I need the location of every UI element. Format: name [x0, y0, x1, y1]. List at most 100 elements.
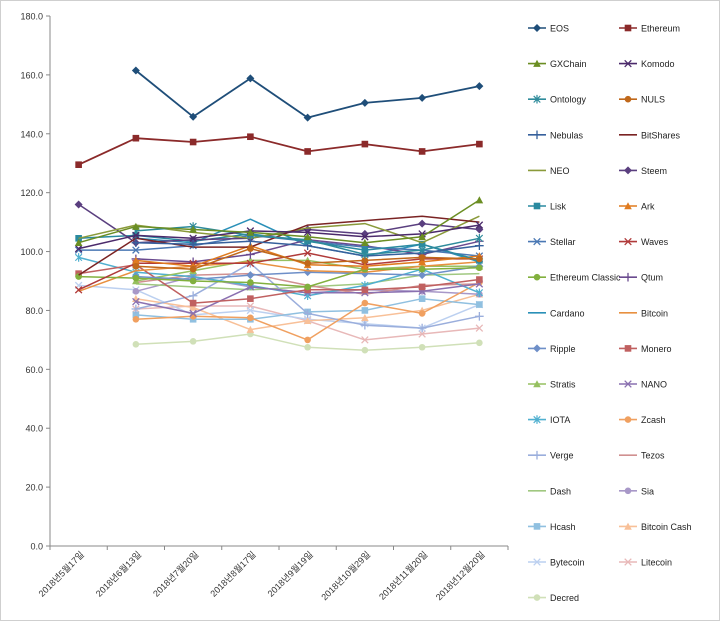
data-point-zcash	[247, 314, 254, 322]
legend-label: Dash	[550, 486, 571, 496]
data-point-bitcoin-cash	[361, 314, 369, 322]
data-point-steem	[74, 200, 83, 209]
legend-marker	[533, 202, 541, 210]
data-point-eos	[418, 93, 427, 102]
legend-item-bitcoin: Bitcoin	[619, 308, 668, 318]
series-line-monero	[78, 264, 480, 304]
data-point-hcash	[476, 301, 483, 308]
legend-item-steem: Steem	[619, 166, 667, 176]
data-point-iota	[475, 288, 484, 298]
legend-label: Tezos	[641, 451, 665, 461]
data-point-bitcoin-cash	[189, 303, 197, 311]
legend-marker	[532, 450, 542, 460]
legend-item-ethereum-classic: Ethereum Classic	[528, 273, 621, 283]
data-point-decred	[418, 343, 426, 351]
legend-marker	[533, 94, 541, 104]
data-point-komodo	[74, 244, 83, 253]
legend-marker	[624, 345, 632, 352]
legend-item-waves: Waves	[619, 237, 669, 247]
data-point-ripple	[418, 271, 427, 280]
data-point-nano	[189, 309, 197, 318]
legend-label: Ark	[641, 202, 655, 212]
data-point-eos	[475, 82, 484, 91]
data-point-komodo	[132, 231, 140, 240]
legend-label: Bytecoin	[550, 558, 585, 568]
data-point-zcash	[418, 310, 426, 317]
legend-label: EOS	[550, 24, 569, 34]
data-point-verge	[131, 304, 141, 314]
data-point-ethereum	[418, 148, 426, 155]
legend-label: Ethereum Classic	[550, 273, 621, 283]
y-tick-label: 40.0	[25, 424, 43, 434]
data-point-eos	[303, 113, 312, 122]
legend-item-nebulas: Nebulas	[528, 130, 584, 140]
legend-item-bitcoin-cash: Bitcoin Cash	[619, 522, 692, 532]
data-point-monero	[418, 283, 426, 291]
series-bitshares	[78, 215, 480, 276]
legend-marker	[623, 272, 633, 282]
legend-marker	[533, 380, 541, 388]
data-point-ontology	[418, 245, 426, 255]
data-point-eos	[360, 98, 369, 107]
data-point-ethereum	[304, 148, 311, 155]
legend-marker	[533, 558, 541, 566]
legend-label: NANO	[641, 380, 667, 390]
data-point-iota	[74, 253, 83, 262]
data-point-ethereum-classic	[418, 265, 426, 273]
legend-item-neo: NEO	[528, 166, 570, 176]
legend-item-nuls: NULS	[619, 95, 665, 105]
legend-label: GXChain	[550, 59, 587, 69]
data-point-verge	[475, 312, 484, 321]
data-point-lisk	[418, 240, 426, 248]
legend-item-bitshares: BitShares	[619, 130, 681, 140]
data-point-ethereum-classic	[75, 273, 82, 280]
legend-item-ethereum: Ethereum	[619, 24, 680, 34]
series-line-komodo	[78, 224, 480, 250]
series-nuls	[132, 245, 483, 273]
data-point-ethereum	[189, 138, 197, 146]
data-point-verge	[360, 320, 370, 330]
legend-marker	[624, 202, 632, 210]
legend-item-stellar: Stellar	[528, 237, 576, 247]
data-point-ethereum	[75, 161, 82, 168]
data-point-gxchain	[475, 196, 484, 204]
legend-label: Komodo	[641, 59, 675, 69]
legend-item-nano: NANO	[619, 380, 667, 390]
y-tick-label: 140.0	[20, 129, 43, 139]
legend-item-komodo: Komodo	[619, 59, 675, 69]
data-point-waves	[246, 259, 255, 268]
data-point-nebulas	[188, 239, 198, 249]
data-point-zcash	[361, 299, 369, 307]
legend-label: Decred	[550, 593, 579, 603]
legend-label: BitShares	[641, 130, 681, 140]
legend-item-ripple: Ripple	[528, 344, 576, 354]
legend-marker	[624, 380, 632, 388]
legend-item-zcash: Zcash	[619, 415, 666, 425]
legend-label: Litecoin	[641, 558, 672, 568]
legend-label: Sia	[641, 486, 654, 496]
data-point-ark	[132, 256, 140, 264]
data-point-eos	[246, 74, 255, 83]
data-point-gxchain	[189, 225, 197, 233]
legend-marker	[533, 523, 541, 530]
data-point-verge	[417, 323, 427, 333]
legend-item-verge: Verge	[528, 451, 574, 461]
legend-item-dash: Dash	[528, 486, 571, 496]
legend-label: Zcash	[641, 415, 666, 425]
legend-marker	[624, 487, 632, 495]
data-point-ontology	[475, 234, 484, 243]
y-tick-label: 60.0	[25, 365, 43, 375]
data-point-eos	[189, 112, 198, 121]
data-point-stellar	[132, 246, 140, 254]
data-point-monero	[361, 286, 369, 294]
data-point-bytecoin	[246, 306, 255, 315]
series-ethereum	[75, 133, 483, 168]
y-tick-label: 0.0	[30, 542, 43, 552]
legend-marker	[533, 344, 541, 353]
data-point-ethereum	[361, 140, 369, 148]
legend-item-iota: IOTA	[528, 415, 570, 425]
data-point-eos	[131, 66, 140, 75]
data-point-hcash	[132, 311, 140, 319]
